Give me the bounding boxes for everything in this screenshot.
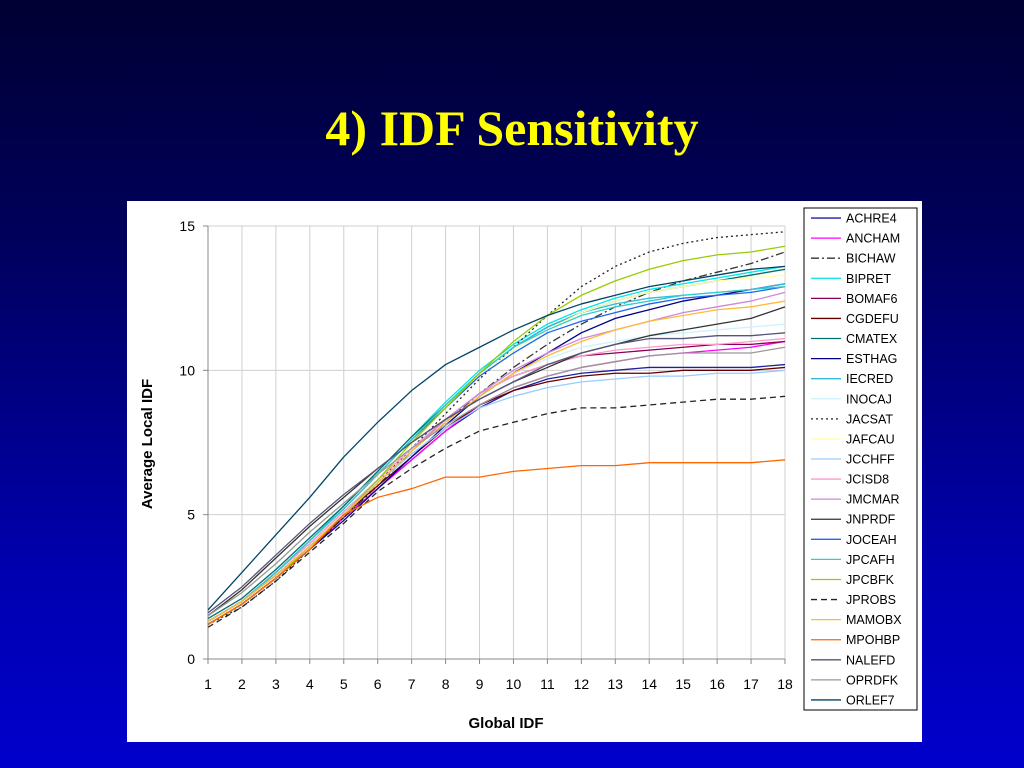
series-line-cgdefu xyxy=(207,366,786,623)
x-tick-label: 5 xyxy=(340,676,348,692)
x-tick-label: 17 xyxy=(743,676,759,692)
legend-label: JMCMAR xyxy=(846,493,899,507)
legend-label: IECRED xyxy=(846,372,893,386)
legend-label: NALEFD xyxy=(846,653,895,667)
series-lines xyxy=(207,231,786,628)
x-tick-label: 11 xyxy=(540,676,555,692)
x-tick-labels: 1 2 3 4 5 6 7 8 9 10 11 12 13 14 15 16 17 18 xyxy=(204,676,793,692)
x-tick-label: 6 xyxy=(374,676,382,692)
series-line-bichaw xyxy=(207,251,786,625)
legend-label: ANCHAM xyxy=(846,232,900,246)
x-tick-label: 16 xyxy=(709,676,725,692)
y-tick-label: 5 xyxy=(187,507,195,523)
y-tick-label: 10 xyxy=(179,362,195,378)
legend-label: INOCAJ xyxy=(846,392,892,406)
legend-label: JNPRDF xyxy=(846,513,896,527)
series-line-inocaj xyxy=(207,323,786,623)
series-line-cmatex xyxy=(207,268,786,620)
legend-label: JOCEAH xyxy=(846,533,897,547)
legend-label: JPROBS xyxy=(846,593,896,607)
y-tick-labels: 0 5 10 15 xyxy=(179,218,195,667)
slide-title: 4) IDF Sensitivity xyxy=(325,100,699,156)
legend-label: MPOHBP xyxy=(846,633,900,647)
legend-label: JPCAFH xyxy=(846,553,895,567)
y-tick-label: 15 xyxy=(179,218,195,234)
legend-label: JPCBFK xyxy=(846,573,895,587)
legend-label: JCISD8 xyxy=(846,473,889,487)
series-line-jcchff xyxy=(207,369,786,623)
series-line-esthag xyxy=(207,283,786,625)
x-tick-label: 3 xyxy=(272,676,280,692)
series-line-iecred xyxy=(207,283,786,623)
x-tick-label: 14 xyxy=(641,676,657,692)
legend-label: ORLEF7 xyxy=(846,693,895,707)
chart-panel: 1 2 3 4 5 6 7 8 9 10 11 12 13 14 15 16 17 18 0 5 10 15 Globa… xyxy=(127,201,922,742)
series-line-nalefd xyxy=(207,332,786,614)
series-line-jmcmar xyxy=(207,291,786,623)
y-tick-label: 0 xyxy=(187,651,195,667)
series-line-jpcbfk xyxy=(207,245,786,625)
gridlines xyxy=(207,225,786,660)
series-line-jprobs xyxy=(207,395,786,628)
legend-label: BICHAW xyxy=(846,252,896,266)
series-line-bipret xyxy=(207,265,786,623)
axes xyxy=(203,225,786,664)
x-tick-label: 10 xyxy=(506,676,522,692)
legend-label: BOMAF6 xyxy=(846,292,897,306)
x-tick-label: 2 xyxy=(238,676,246,692)
legend-label: ESTHAG xyxy=(846,352,897,366)
x-tick-label: 4 xyxy=(306,676,314,692)
x-tick-label: 13 xyxy=(608,676,624,692)
legend-label: CGDEFU xyxy=(846,312,899,326)
series-line-orlef7 xyxy=(207,265,786,611)
legend-label: ACHRE4 xyxy=(846,212,897,226)
series-line-jpcafh xyxy=(207,285,786,623)
x-tick-label: 1 xyxy=(204,676,212,692)
legend-label: BIPRET xyxy=(846,272,892,286)
x-tick-label: 12 xyxy=(574,676,590,692)
legend-label: JCCHFF xyxy=(846,453,895,467)
x-tick-label: 15 xyxy=(675,676,691,692)
legend-label: OPRDFK xyxy=(846,673,899,687)
series-line-achre4 xyxy=(207,363,786,623)
legend-label: JAFCAU xyxy=(846,432,895,446)
legend: ACHRE4 ANCHAM BICHAW BIPRET BOMAF6 CGDEFU CMAT… xyxy=(803,207,918,711)
x-axis-label: Global IDF xyxy=(469,715,544,732)
y-axis-label: Average Local IDF xyxy=(139,379,156,509)
series-line-oprdfk xyxy=(207,346,786,617)
series-line-mpohbp xyxy=(207,459,786,625)
x-tick-label: 7 xyxy=(408,676,416,692)
series-line-mamobx xyxy=(207,300,786,623)
legend-label: CMATEX xyxy=(846,332,898,346)
x-tick-label: 8 xyxy=(442,676,450,692)
x-tick-label: 18 xyxy=(777,676,793,692)
series-line-jacsat xyxy=(207,231,786,625)
series-line-jcisd8 xyxy=(207,337,786,623)
x-tick-label: 9 xyxy=(476,676,484,692)
legend-label: JACSAT xyxy=(846,412,893,426)
legend-label: MAMOBX xyxy=(846,613,902,627)
